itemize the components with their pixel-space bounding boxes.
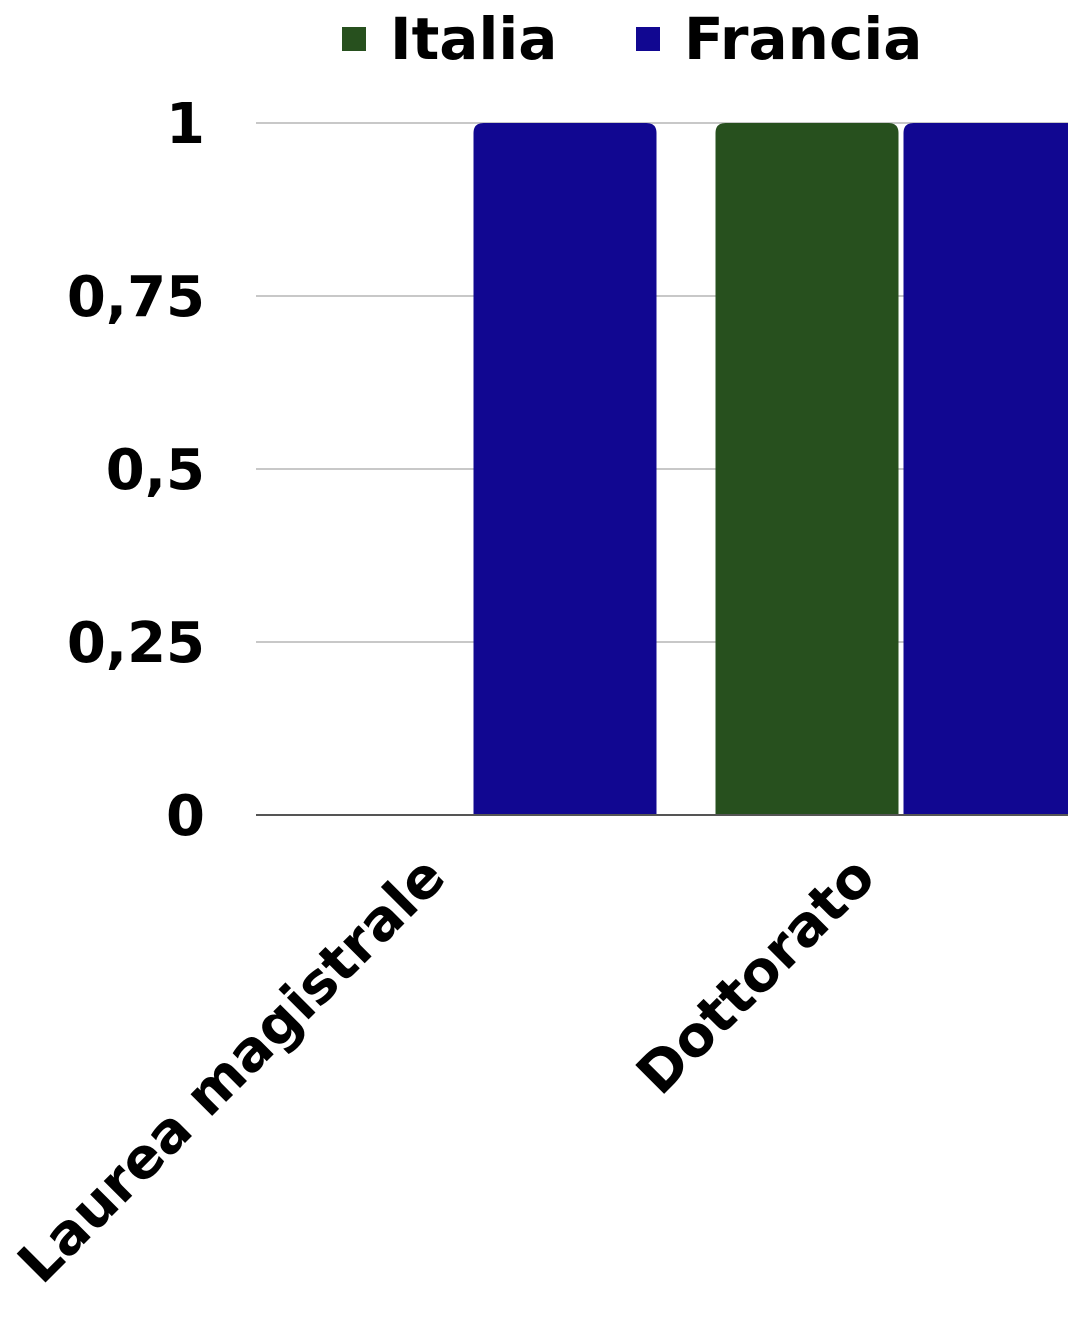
y-tick-label: 0 (166, 784, 205, 849)
x-tick-label: Dottorato (624, 844, 887, 1107)
legend-label-francia: Francia (684, 5, 922, 73)
bar-italia (716, 123, 899, 815)
y-tick-label: 1 (166, 92, 205, 157)
x-tick-label: Laurea magistrale (6, 844, 458, 1296)
y-axis-ticks: 0 0,25 0,5 0,75 1 (67, 92, 205, 849)
x-axis-ticks: Laurea magistrale Dottorato (6, 844, 888, 1296)
legend-swatch-francia (636, 27, 660, 51)
legend-swatch-italia (342, 27, 366, 51)
legend: Italia Francia (342, 5, 922, 73)
y-tick-label: 0,25 (67, 611, 205, 676)
bars (474, 123, 1068, 815)
bar-francia (474, 123, 657, 815)
bar-francia (904, 123, 1068, 815)
legend-label-italia: Italia (390, 5, 557, 73)
y-tick-label: 0,5 (106, 438, 205, 503)
y-tick-label: 0,75 (67, 265, 205, 330)
